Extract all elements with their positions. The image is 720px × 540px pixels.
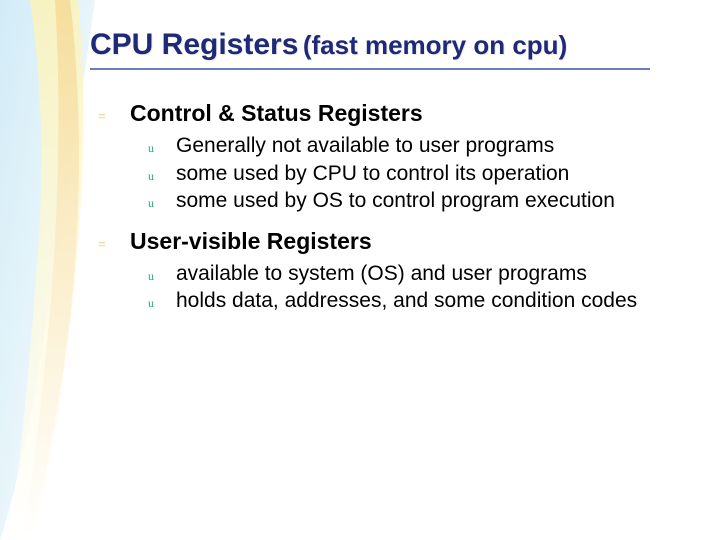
section-heading: User-visible Registers <box>130 228 372 255</box>
section-items: u available to system (OS) and user prog… <box>148 261 680 314</box>
item-text: some used by CPU to control its operatio… <box>176 161 569 187</box>
section-user-visible: = User-visible Registers u available to … <box>98 228 680 314</box>
item-text: Generally not available to user programs <box>176 133 554 159</box>
section-bullet-icon: = <box>98 238 112 254</box>
item-text: some used by OS to control program execu… <box>176 188 615 214</box>
section-control-status: = Control & Status Registers u Generally… <box>98 100 680 214</box>
item-bullet-icon: u <box>148 196 160 211</box>
title-underline <box>90 68 650 70</box>
item-bullet-icon: u <box>148 141 160 156</box>
list-item: u some used by CPU to control its operat… <box>148 161 680 187</box>
list-item: u Generally not available to user progra… <box>148 133 680 159</box>
slide-content: CPU Registers (fast memory on cpu) = Con… <box>0 0 720 314</box>
item-bullet-icon: u <box>148 269 160 284</box>
list-item: u holds data, addresses, and some condit… <box>148 288 680 314</box>
section-items: u Generally not available to user progra… <box>148 133 680 214</box>
list-item: u available to system (OS) and user prog… <box>148 261 680 287</box>
list-item: u some used by OS to control program exe… <box>148 188 680 214</box>
section-bullet-icon: = <box>98 110 112 126</box>
slide-title: CPU Registers (fast memory on cpu) <box>90 28 680 62</box>
item-bullet-icon: u <box>148 296 160 311</box>
item-bullet-icon: u <box>148 169 160 184</box>
title-sub: (fast memory on cpu) <box>303 30 567 60</box>
item-text: holds data, addresses, and some conditio… <box>176 288 637 314</box>
title-main: CPU Registers <box>90 28 298 61</box>
item-text: available to system (OS) and user progra… <box>176 261 587 287</box>
section-heading: Control & Status Registers <box>130 100 423 127</box>
